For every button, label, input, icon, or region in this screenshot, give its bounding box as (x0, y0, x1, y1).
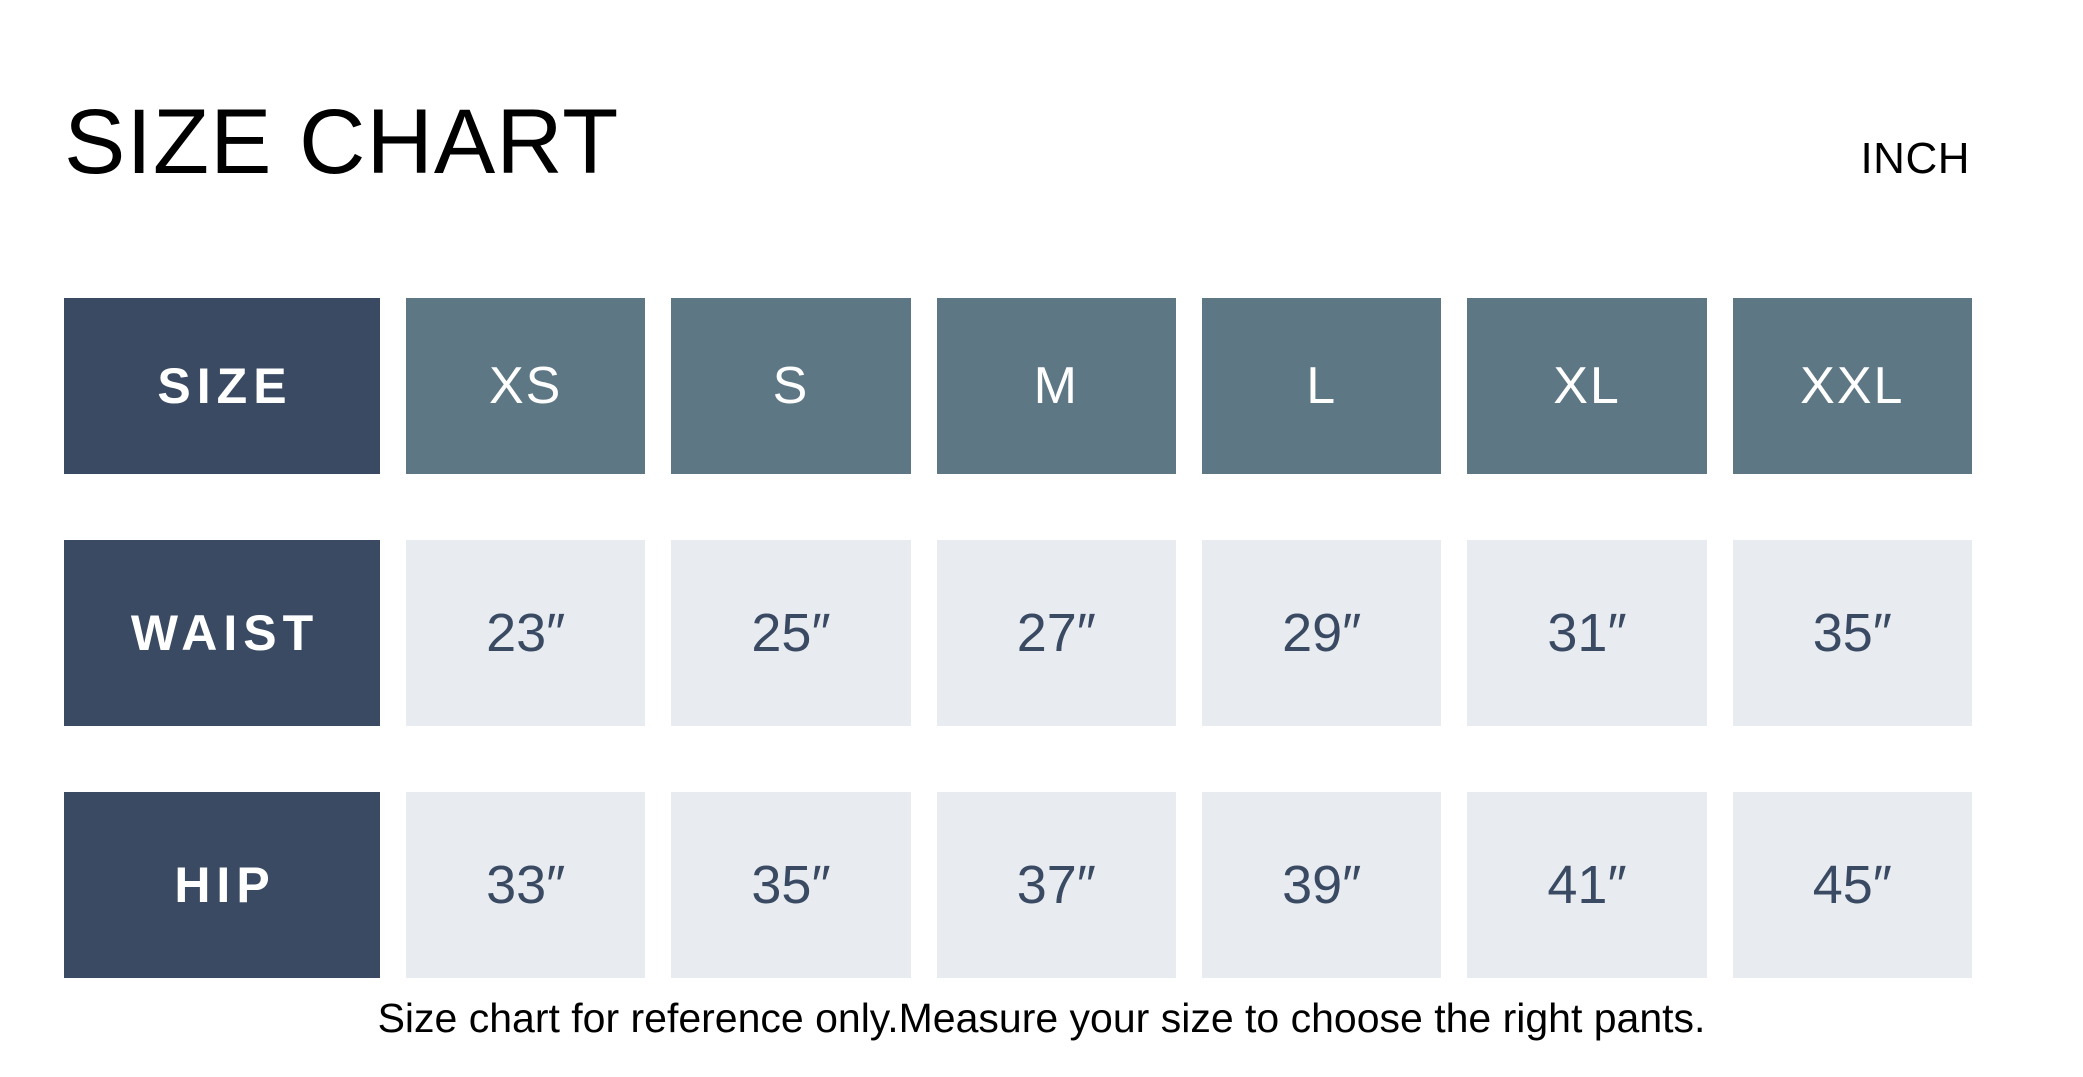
column-header-xs: XS (406, 298, 646, 474)
waist-value-xl: 31″ (1467, 540, 1707, 726)
column-header-xxl: XXL (1732, 298, 1972, 474)
page-title: SIZE CHART (64, 91, 620, 193)
table-row: WAIST 23″ 25″ 27″ 29″ 31″ 35″ (64, 540, 1972, 726)
column-header-s: S (671, 298, 911, 474)
waist-value-s: 25″ (671, 540, 911, 726)
hip-value-xxl: 45″ (1732, 792, 1972, 978)
hip-value-m: 37″ (936, 792, 1176, 978)
row-label-waist: WAIST (64, 540, 380, 726)
table-corner-label: SIZE (64, 298, 380, 474)
column-header-m: M (936, 298, 1176, 474)
hip-value-xl: 41″ (1467, 792, 1707, 978)
hip-value-l: 39″ (1201, 792, 1442, 978)
waist-value-m: 27″ (936, 540, 1176, 726)
unit-label: INCH (1860, 134, 1970, 183)
waist-value-xs: 23″ (406, 540, 646, 726)
row-label-hip: HIP (64, 792, 380, 978)
hip-value-xs: 33″ (406, 792, 646, 978)
column-header-l: L (1201, 298, 1442, 474)
footnote-text: Size chart for reference only.Measure yo… (377, 995, 1706, 1041)
chart-header: SIZE CHART INCH (64, 96, 1972, 216)
waist-value-xxl: 35″ (1732, 540, 1972, 726)
table-row: HIP 33″ 35″ 37″ 39″ 41″ 45″ (64, 792, 1972, 978)
waist-value-l: 29″ (1201, 540, 1442, 726)
hip-value-s: 35″ (671, 792, 911, 978)
size-table: SIZE XS S M L XL XXL WAIST 23″ 25″ 27″ 2… (64, 298, 1972, 978)
table-header-row: SIZE XS S M L XL XXL (64, 298, 1972, 474)
column-header-xl: XL (1467, 298, 1707, 474)
